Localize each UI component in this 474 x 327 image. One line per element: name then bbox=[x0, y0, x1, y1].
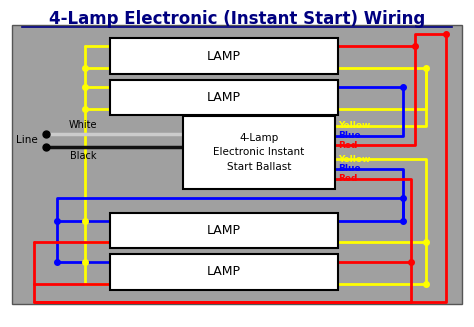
Text: Yellow: Yellow bbox=[338, 121, 371, 130]
Text: Blue: Blue bbox=[338, 164, 361, 173]
FancyBboxPatch shape bbox=[110, 254, 338, 290]
Text: Red: Red bbox=[338, 141, 357, 150]
FancyBboxPatch shape bbox=[110, 38, 338, 74]
Text: Blue: Blue bbox=[338, 131, 361, 140]
Text: 4-Lamp: 4-Lamp bbox=[239, 133, 279, 143]
Text: 4-Lamp Electronic (Instant Start) Wiring: 4-Lamp Electronic (Instant Start) Wiring bbox=[49, 10, 425, 28]
Text: Yellow: Yellow bbox=[338, 155, 371, 164]
Text: LAMP: LAMP bbox=[207, 91, 241, 104]
Text: Red: Red bbox=[338, 174, 357, 183]
Text: Electronic Instant: Electronic Instant bbox=[213, 147, 305, 157]
Text: Black: Black bbox=[70, 151, 96, 161]
FancyBboxPatch shape bbox=[183, 116, 335, 189]
FancyBboxPatch shape bbox=[12, 25, 462, 304]
Text: LAMP: LAMP bbox=[207, 224, 241, 237]
Text: LAMP: LAMP bbox=[207, 50, 241, 62]
Text: Line: Line bbox=[16, 135, 38, 146]
FancyBboxPatch shape bbox=[110, 79, 338, 115]
Text: Start Ballast: Start Ballast bbox=[227, 162, 291, 172]
FancyBboxPatch shape bbox=[110, 213, 338, 249]
Text: LAMP: LAMP bbox=[207, 266, 241, 278]
Text: White: White bbox=[69, 120, 97, 129]
